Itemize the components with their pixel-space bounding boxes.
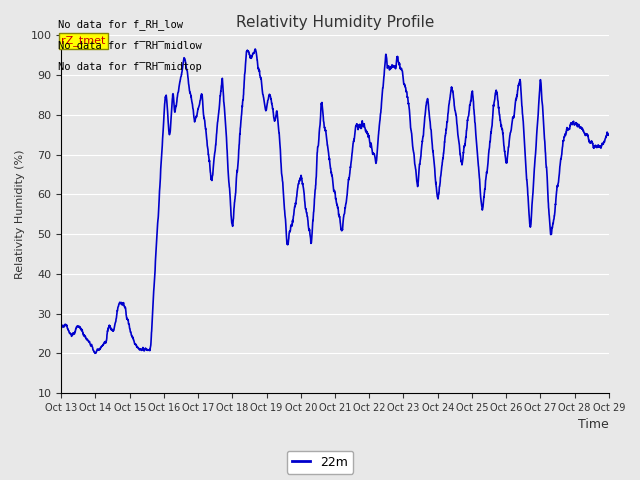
Text: rZ_tmet: rZ_tmet [61,36,106,46]
Text: No data for f̅RH̅midtop: No data for f̅RH̅midtop [58,62,202,72]
Title: Relativity Humidity Profile: Relativity Humidity Profile [236,15,434,30]
Legend: 22m: 22m [287,451,353,474]
Y-axis label: Relativity Humidity (%): Relativity Humidity (%) [15,149,25,279]
Text: No data for f̅RH̅midlow: No data for f̅RH̅midlow [58,41,202,51]
Text: No data for f_RH_low: No data for f_RH_low [58,19,182,30]
X-axis label: Time: Time [578,419,609,432]
